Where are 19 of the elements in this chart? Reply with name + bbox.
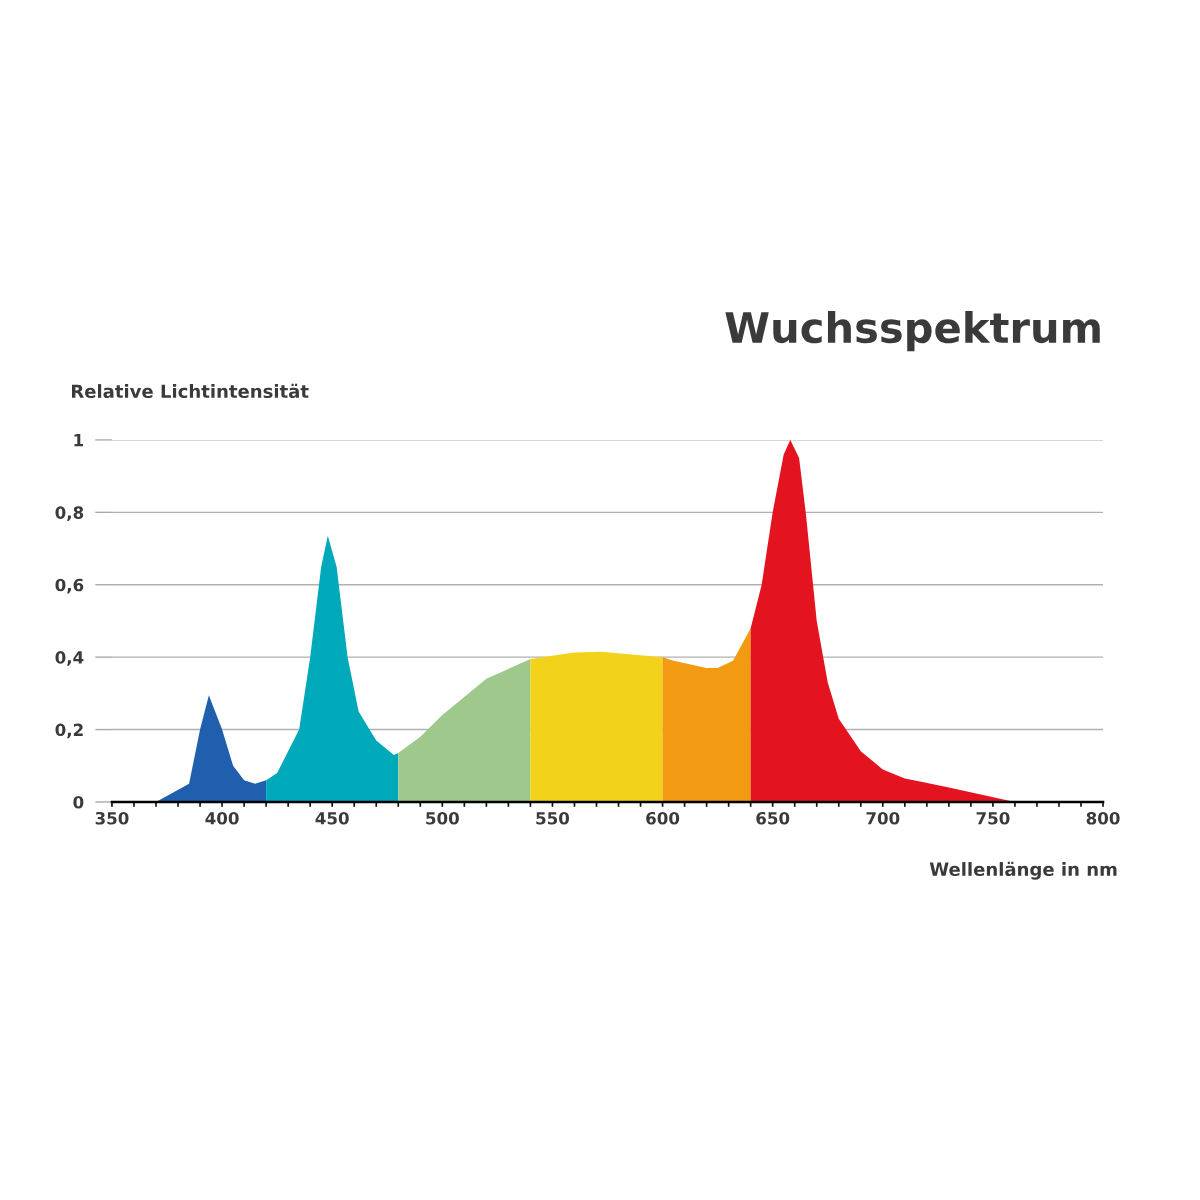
y-tick-label: 0,2 bbox=[55, 723, 83, 739]
chart-title: Wuchsspektrum bbox=[725, 311, 1100, 352]
x-tick-label: 750 bbox=[976, 811, 1010, 825]
y-tick-label: 0,4 bbox=[55, 651, 84, 666]
y-tick-label: 1 bbox=[74, 434, 84, 447]
y-tick-label: 0,8 bbox=[55, 506, 84, 522]
x-tick-label: 400 bbox=[205, 811, 239, 825]
x-tick-label: 700 bbox=[866, 811, 900, 825]
x-axis-title: Wellenlänge in nm bbox=[929, 861, 1117, 880]
y-axis-title: Relative Lichtintensität bbox=[71, 383, 309, 399]
x-tick-label: 600 bbox=[646, 811, 680, 825]
x-tick-label: 550 bbox=[536, 811, 570, 825]
x-tick-label: 350 bbox=[95, 811, 129, 825]
x-tick-label: 800 bbox=[1086, 811, 1120, 825]
x-tick-label: 500 bbox=[426, 811, 459, 825]
y-tick-label: 0,6 bbox=[55, 578, 84, 594]
x-tick-label: 450 bbox=[315, 811, 349, 825]
x-tick-label: 650 bbox=[756, 811, 790, 825]
y-tick-label: 0 bbox=[73, 795, 84, 809]
